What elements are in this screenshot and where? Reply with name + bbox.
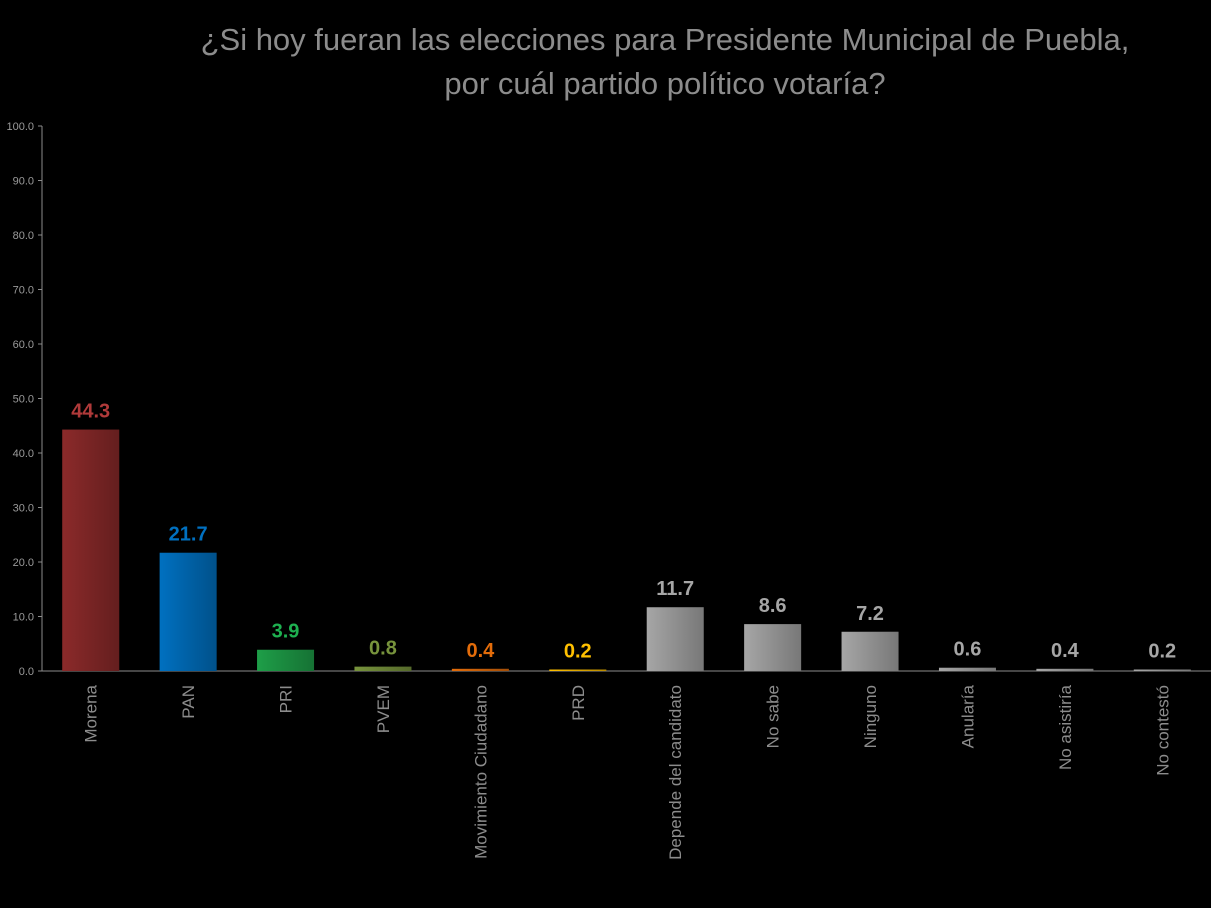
data-label: 0.8 xyxy=(369,638,397,660)
bar-shading xyxy=(1036,668,1094,671)
bar-shading xyxy=(938,667,996,671)
category-label: Morena xyxy=(82,684,101,742)
y-tick-label: 70.0 xyxy=(13,285,34,297)
category-label: Movimiento Ciudadano xyxy=(471,685,490,859)
bar-shading xyxy=(354,666,412,671)
chart-title: ¿Si hoy fueran las elecciones para Presi… xyxy=(130,18,1200,106)
category-label: Ninguno xyxy=(861,685,880,748)
bar-shading xyxy=(549,669,607,671)
data-label: 0.4 xyxy=(466,640,495,662)
data-label: 3.9 xyxy=(272,621,300,643)
bar-shading xyxy=(62,429,120,671)
data-label: 8.6 xyxy=(759,595,787,617)
category-label: Depende del candidato xyxy=(666,685,685,860)
y-tick-label: 90.0 xyxy=(13,176,34,188)
bar-shading xyxy=(744,624,802,671)
data-label: 7.2 xyxy=(856,603,884,625)
category-label: No asistiría xyxy=(1056,684,1075,770)
category-label: PVEM xyxy=(374,685,393,733)
data-label: 11.7 xyxy=(656,578,694,600)
y-tick-label: 20.0 xyxy=(13,557,34,569)
chart-labels: 44.3 Morena 21.7 PAN 3.9 PRI 0.8 PVEM 0.4 Movimie… xyxy=(71,401,1176,860)
bar-shading xyxy=(159,552,217,671)
bar-shading xyxy=(646,607,704,671)
data-label: 21.7 xyxy=(169,524,208,546)
chart-title-line-2: por cuál partido político votaría? xyxy=(444,66,886,101)
y-tick-label: 10.0 xyxy=(13,612,34,624)
bar-shading xyxy=(1133,669,1191,671)
y-tick-label: 100.0 xyxy=(6,121,34,133)
y-tick-label: 80.0 xyxy=(13,230,34,242)
bar-shading xyxy=(257,649,315,671)
category-label: PAN xyxy=(179,685,198,719)
data-label: 0.6 xyxy=(954,639,982,661)
chart-axes: 0.0 10.0 20.0 30.0 40.0 50.0 60.0 70.0 80.0 90.0 1… xyxy=(6,121,1211,678)
y-tick-label: 60.0 xyxy=(13,339,34,351)
chart-title-line-1: ¿Si hoy fueran las elecciones para Presi… xyxy=(200,22,1130,57)
data-label: 44.3 xyxy=(71,401,110,423)
y-tick-label: 50.0 xyxy=(13,394,34,406)
category-label: PRI xyxy=(277,685,296,713)
bar-shading xyxy=(841,631,899,671)
y-tick-label: 0.0 xyxy=(19,666,34,678)
category-label: No contestó xyxy=(1153,685,1172,776)
data-label: 0.2 xyxy=(1148,641,1176,663)
y-tick-label: 30.0 xyxy=(13,503,34,515)
category-label: No sabe xyxy=(764,685,783,748)
category-label: Anularía xyxy=(958,684,977,748)
data-label: 0.4 xyxy=(1051,640,1080,662)
y-tick-label: 40.0 xyxy=(13,448,34,460)
bar-shading xyxy=(451,668,509,671)
data-label: 0.2 xyxy=(564,641,592,663)
category-label: PRD xyxy=(569,685,588,721)
chart-bars xyxy=(62,429,1191,671)
